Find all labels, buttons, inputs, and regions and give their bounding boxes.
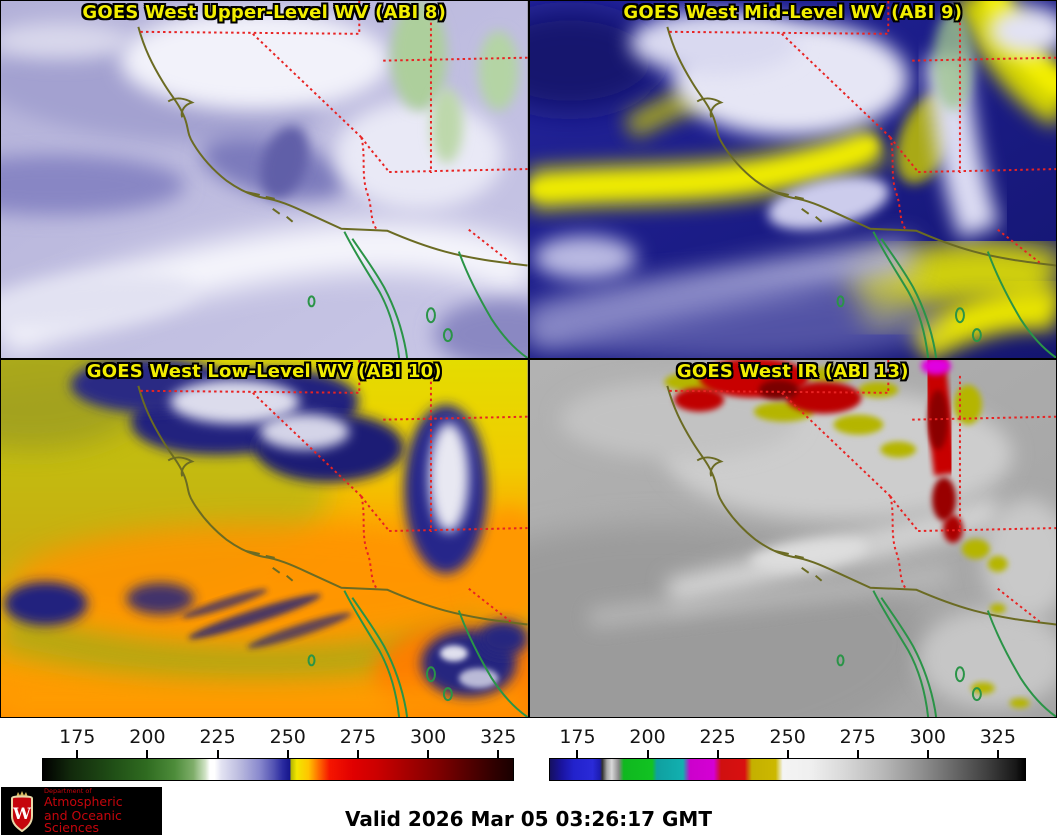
uw-crest-icon: W — [11, 791, 33, 832]
colorbar-wv: 175 200 225 250 275 300 325 — [0, 718, 529, 786]
panel-upper-level-wv: GOES West Upper-Level WV (ABI 8) — [1, 1, 528, 358]
colorbar-row: 175 200 225 250 275 300 325 175 200 — [0, 718, 1057, 786]
tick-mark — [497, 750, 500, 758]
upper-level-wv-image — [1, 1, 528, 358]
crest-letter: W — [12, 804, 32, 823]
panel-mid-level-wv: GOES West Mid-Level WV (ABI 9) — [529, 1, 1056, 358]
wv-tick-label: 200 — [129, 726, 166, 748]
ir-tick-label: 300 — [909, 726, 946, 748]
valid-time-label: Valid 2026 Mar 05 03:26:17 GMT — [345, 807, 712, 831]
ir-tick-label: 200 — [629, 726, 666, 748]
mid-level-wv-image — [529, 1, 1056, 358]
ir-colorbar-gradient — [548, 758, 1026, 781]
tick-mark — [926, 750, 929, 758]
satellite-panel-grid: GOES West Upper-Level WV (ABI 8) — [0, 0, 1057, 718]
tick-mark — [286, 750, 289, 758]
logo-department-of: Department of — [44, 786, 92, 795]
wv-tick-label: 300 — [409, 726, 447, 748]
uw-aos-logo: W Department of Atmospheric and Oceanic … — [1, 787, 162, 835]
ir-tick-label: 325 — [979, 726, 1016, 748]
tick-mark — [856, 750, 859, 758]
wv-tick-label: 250 — [269, 726, 306, 748]
colorbar-ir-ticks: 175 200 225 250 275 300 325 — [549, 718, 1024, 758]
tick-mark — [356, 750, 359, 758]
tick-mark — [576, 750, 579, 758]
wv-tick-label: 175 — [59, 726, 96, 748]
colorbar-ir: 175 200 225 250 275 300 325 — [529, 718, 1057, 786]
tick-mark — [76, 750, 79, 758]
tick-mark — [216, 750, 219, 758]
wv-tick-label: 225 — [199, 726, 236, 748]
ir-tick-label: 250 — [769, 726, 806, 748]
panel-ir: GOES West IR (ABI 13) — [529, 360, 1056, 717]
ir-tick-label: 275 — [839, 726, 876, 748]
logo-line-atmospheric: Atmospheric — [44, 794, 123, 809]
logo-line-oceanic: and Oceanic Sciences — [44, 807, 122, 835]
ir-tick-label: 175 — [559, 726, 596, 748]
tick-mark — [427, 750, 430, 758]
logo-text: Department of Atmospheric and Oceanic Sc… — [44, 786, 162, 835]
tick-mark — [716, 750, 719, 758]
panel-low-level-wv: GOES West Low-Level WV (ABI 10) — [1, 360, 528, 717]
footer: W Department of Atmospheric and Oceanic … — [0, 786, 1057, 836]
low-level-wv-image — [1, 360, 528, 717]
wv-tick-label: 275 — [339, 726, 377, 748]
ir-tick-label: 225 — [699, 726, 736, 748]
tick-mark — [786, 750, 789, 758]
wv-colorbar-gradient — [42, 758, 514, 781]
tick-mark — [646, 750, 649, 758]
colorbar-wv-ticks: 175 200 225 250 275 300 325 — [42, 718, 516, 758]
tick-mark — [996, 750, 999, 758]
ir-image — [529, 360, 1056, 717]
tick-mark — [146, 750, 149, 758]
wv-tick-label: 325 — [480, 726, 517, 748]
